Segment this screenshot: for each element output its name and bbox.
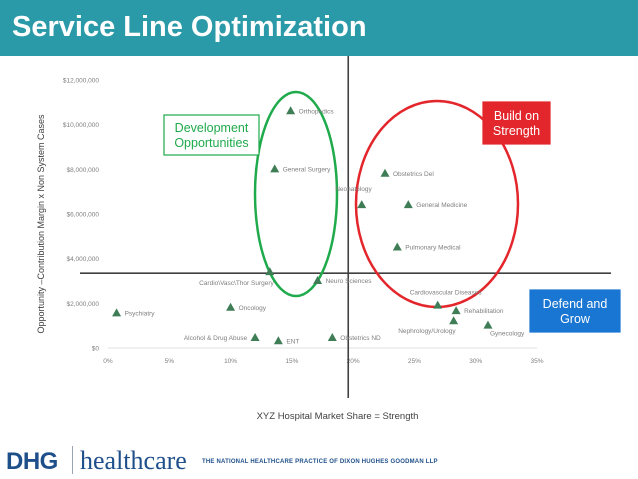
y-axis-title: Opportunity –Contribution Margin x Non S…	[36, 114, 46, 334]
x-tick-label: 0%	[103, 358, 113, 365]
data-label: General Medicine	[416, 202, 467, 209]
data-label: Oncology	[239, 305, 267, 312]
defend-callout-label: Defend and	[543, 297, 608, 311]
y-tick-label: $2,000,000	[66, 301, 99, 308]
x-tick-label: 35%	[530, 358, 543, 365]
build-callout-label: Strength	[493, 124, 540, 138]
data-point	[380, 168, 390, 177]
development-callout-box	[163, 114, 260, 156]
logo-divider	[72, 446, 73, 474]
data-point	[403, 200, 413, 209]
data-point	[483, 320, 493, 329]
development-callout-label: Opportunities	[174, 136, 248, 150]
data-point	[357, 200, 367, 209]
data-point	[392, 242, 402, 251]
footer: DHG healthcare THE NATIONAL HEALTHCARE P…	[0, 440, 638, 479]
data-point	[313, 276, 323, 284]
data-label: Gynecology	[490, 331, 525, 338]
data-label: Nephrology/Urology	[398, 328, 456, 335]
x-tick-label: 25%	[408, 358, 421, 365]
y-tick-label: $6,000,000	[66, 212, 99, 219]
x-tick-label: 10%	[224, 358, 237, 365]
defend-callout-label: Grow	[560, 312, 591, 326]
logo-healthcare: healthcare	[80, 446, 187, 475]
data-label: General Surgery	[283, 166, 331, 173]
build-callout-label: Build on	[494, 109, 539, 123]
y-tick-label: $10,000,000	[63, 122, 100, 129]
data-label: Alcohol & Drug Abuse	[184, 335, 248, 342]
data-label: Psychiatry	[125, 310, 156, 317]
logo-tagline: THE NATIONAL HEALTHCARE PRACTICE OF DIXO…	[202, 459, 438, 465]
title-bar: Service Line Optimization	[0, 0, 638, 56]
x-tick-label: 5%	[165, 358, 175, 365]
data-label: Obstetrics ND	[340, 335, 381, 342]
scatter-chart: $0 $2,000,000 $4,000,000 $6,000,000 $8,000,0…	[36, 56, 621, 422]
data-label: Cardiovascular Diseases	[410, 290, 483, 297]
data-label: Neuro Sciences	[326, 278, 373, 285]
y-tick-label: $8,000,000	[66, 167, 99, 174]
logo-dhg: DHG	[6, 448, 58, 475]
data-point	[433, 300, 443, 309]
x-tick-label: 30%	[469, 358, 482, 365]
data-point	[449, 316, 459, 325]
defend-callout-box	[529, 289, 621, 333]
y-tick-label: $4,000,000	[66, 256, 99, 263]
x-tick-label: 20%	[347, 358, 360, 365]
data-label: Pulmonary Medical	[405, 245, 461, 252]
data-point	[226, 302, 236, 311]
x-tick-label: 15%	[285, 358, 298, 365]
y-tick-label: $12,000,000	[63, 78, 100, 85]
data-label: Cardio\Vasc\Thor Surgery	[199, 280, 274, 287]
data-label: Neonatology	[335, 186, 372, 193]
data-point	[273, 336, 283, 345]
data-point	[265, 267, 275, 276]
y-tick-label: $0	[92, 346, 100, 353]
data-point	[327, 332, 337, 341]
x-axis-title: XYZ Hospital Market Share = Strength	[257, 411, 419, 422]
data-label: Obstetrics Del	[393, 171, 434, 178]
data-label: Orthopedics	[299, 108, 335, 115]
development-callout-label: Development	[175, 121, 249, 135]
data-label: Rehabilitation	[464, 308, 504, 315]
data-point	[250, 332, 260, 341]
build-callout-box	[482, 101, 551, 145]
data-label: ENT	[286, 338, 299, 345]
data-point	[286, 106, 296, 115]
data-point	[451, 306, 461, 315]
page-title: Service Line Optimization	[12, 11, 367, 43]
development-ellipse	[253, 90, 339, 298]
data-point	[270, 164, 280, 173]
data-point	[112, 308, 122, 317]
